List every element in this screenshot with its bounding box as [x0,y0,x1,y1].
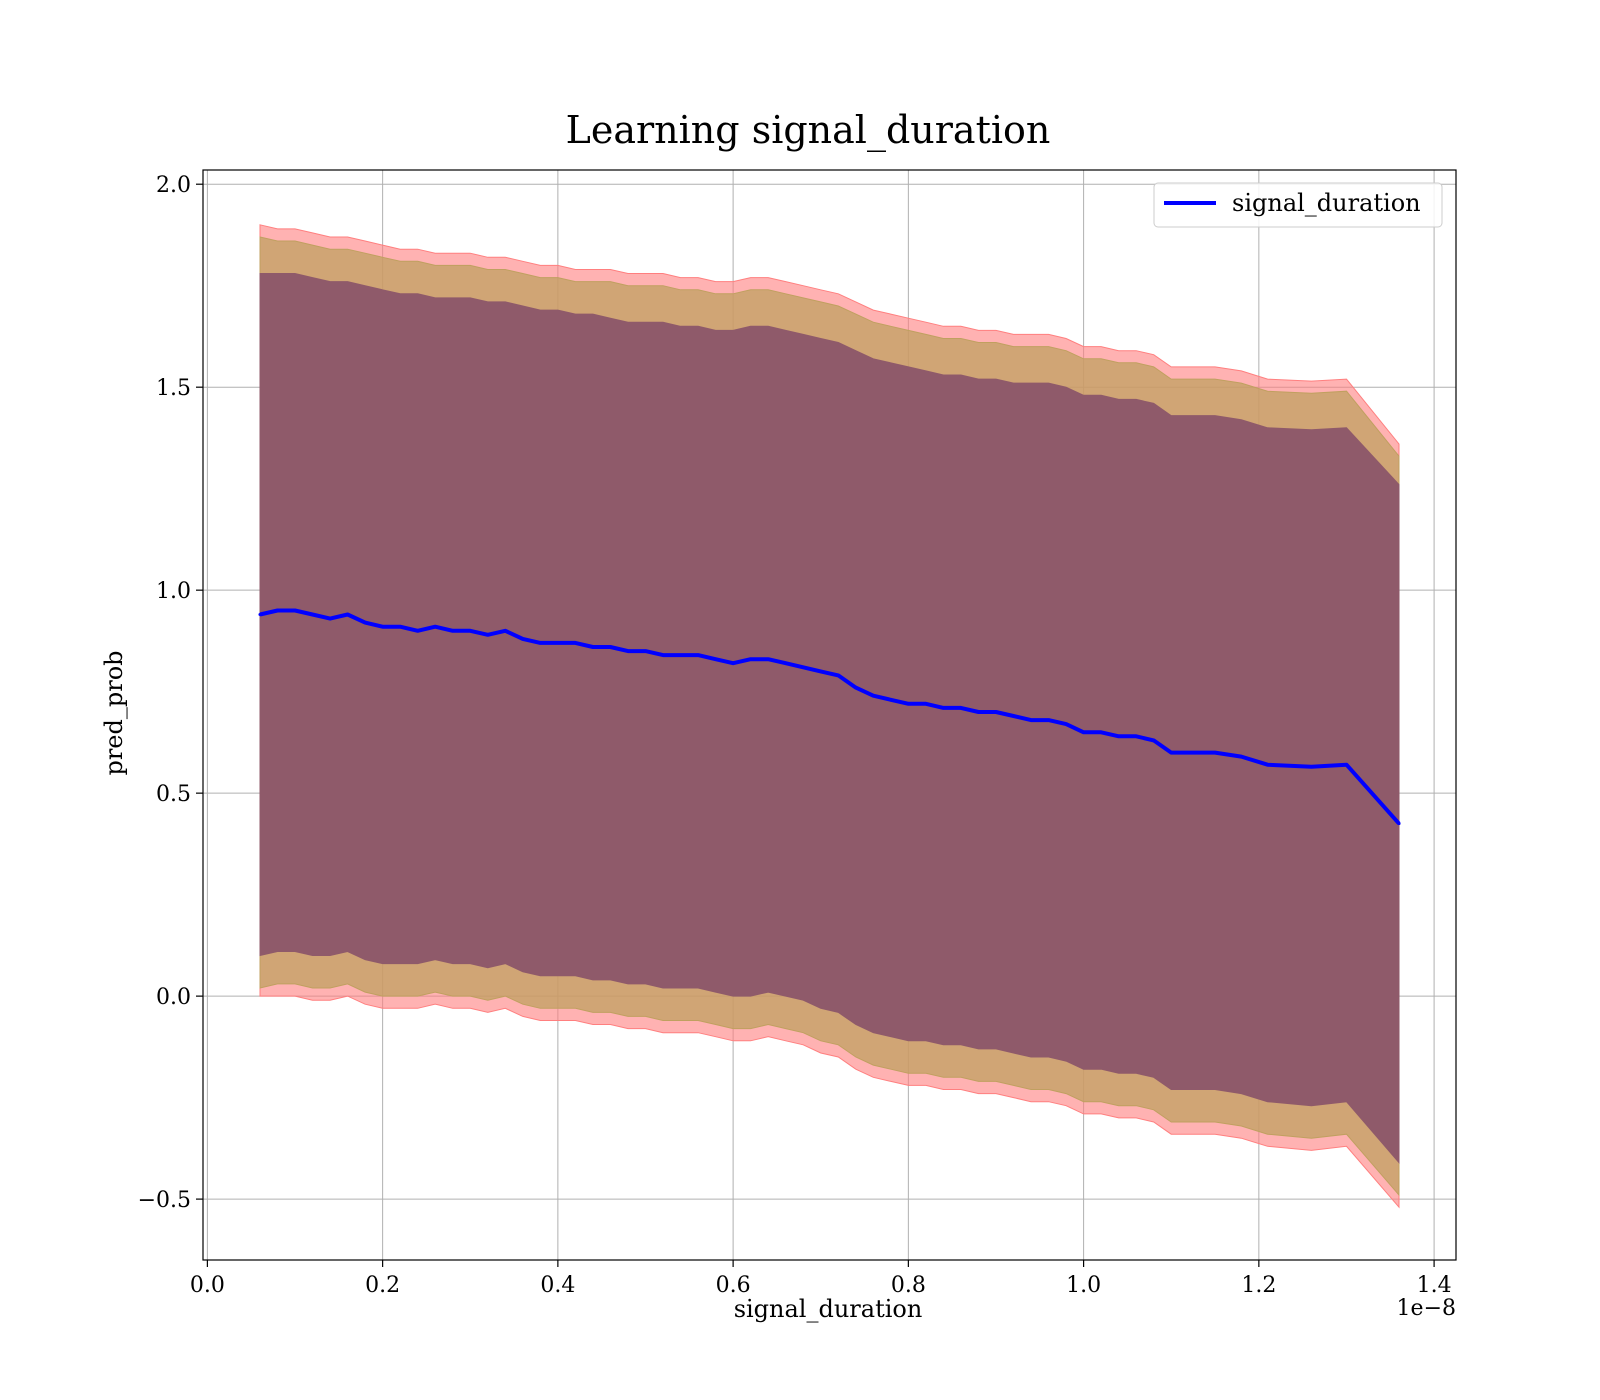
data-point [1344,763,1348,767]
x-tick-label: 0.2 [365,1273,400,1298]
data-point [749,657,753,661]
x-axis-label: signal_duration [734,1295,923,1323]
data-point [854,686,858,690]
data-point [258,613,262,617]
data-point [521,637,525,641]
data-point [976,710,980,714]
data-point [731,661,735,665]
data-point [1117,734,1121,738]
data-point [941,706,945,710]
x-tick-label: 0.4 [540,1273,575,1298]
data-point [679,653,683,657]
y-tick-label: 0.5 [156,782,191,807]
data-point [608,645,612,649]
data-point [889,698,893,702]
data-point [1099,730,1103,734]
data-point [1134,734,1138,738]
data-point [1397,822,1401,826]
data-point [573,641,577,645]
data-point [328,617,332,621]
y-axis-label: pred_prob [100,650,128,775]
data-point [784,661,788,665]
y-tick-label: 1.5 [156,376,191,401]
data-point [1029,718,1033,722]
x-tick-label: 1.2 [1241,1273,1276,1298]
y-tick-label: −0.5 [138,1188,191,1213]
legend-box [1153,182,1443,228]
data-point [696,653,700,657]
plot-frame [202,169,1457,1261]
data-point [293,608,297,612]
data-point [1169,751,1173,755]
data-point [626,649,630,653]
x-tick-label: 1.4 [1417,1273,1452,1298]
data-point [994,710,998,714]
data-point [661,653,665,657]
x-tick-label: 0.6 [716,1273,751,1298]
data-point [1047,718,1051,722]
data-point [801,665,805,669]
data-point [363,621,367,625]
data-point [398,625,402,629]
y-tick-label: 0.0 [156,985,191,1010]
data-point [1309,765,1313,769]
data-point [714,657,718,661]
data-point [416,629,420,633]
data-point [556,641,560,645]
x-tick-label: 0.0 [190,1273,225,1298]
data-point [346,613,350,617]
chart-title: Learning signal_duration [566,108,1051,153]
data-point [819,669,823,673]
data-point [451,629,455,633]
confidence-bands [259,224,1400,1209]
data-point [538,641,542,645]
series-lines [258,608,1401,826]
legend: signal_duration [1153,182,1443,228]
data-point [924,702,928,706]
data-point [1213,751,1217,755]
axis-ticks: 0.0 0.2 0.4 0.6 0.8 1.0 1.2 1.4 −0.5 0.0 0.5 1.0 1.5… [138,173,1452,1298]
data-point [643,649,647,653]
data-point [1152,738,1156,742]
y-tick-label: 2.0 [156,173,191,198]
data-point [906,702,910,706]
band-area [259,273,1400,1164]
data-point [1266,763,1270,767]
data-point [311,613,315,617]
x-tick-label: 0.8 [891,1273,926,1298]
x-offset-label: 1e−8 [1397,1296,1456,1321]
legend-label: signal_duration [1232,189,1421,217]
data-point [591,645,595,649]
data-point [275,608,279,612]
data-point [486,633,490,637]
data-point [1082,730,1086,734]
data-point [1064,722,1068,726]
data-point [1239,755,1243,759]
data-point [959,706,963,710]
data-point [468,629,472,633]
x-tick-label: 1.0 [1066,1273,1101,1298]
data-point [836,673,840,677]
data-point [1012,714,1016,718]
data-point [766,657,770,661]
y-tick-label: 1.0 [156,579,191,604]
data-point [503,629,507,633]
data-point [433,625,437,629]
data-point [381,625,385,629]
data-point [871,694,875,698]
